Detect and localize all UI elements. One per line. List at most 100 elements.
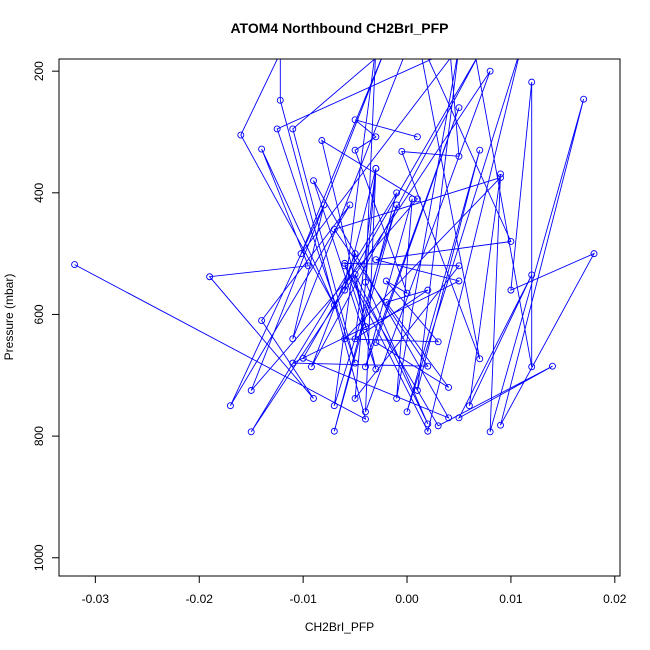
data-point xyxy=(455,152,463,160)
x-tick-label: 0.01 xyxy=(499,592,523,606)
y-tick-label: 200 xyxy=(32,61,46,81)
data-point xyxy=(528,363,536,371)
data-point xyxy=(341,286,349,294)
data-point xyxy=(408,195,416,203)
data-point xyxy=(372,165,380,172)
data-point xyxy=(351,250,359,258)
data-point xyxy=(351,394,359,402)
data-point xyxy=(372,256,380,264)
data-point xyxy=(372,338,380,346)
x-axis-label: CH2BrI_PFP xyxy=(305,620,374,634)
x-axis: -0.03 -0.02 -0.01 0.00 0.01 0.02 xyxy=(82,576,627,606)
data-point xyxy=(247,428,255,436)
data-point xyxy=(434,422,442,430)
data-point xyxy=(330,402,338,410)
data-point xyxy=(341,335,349,343)
data-point xyxy=(351,270,359,278)
data-point xyxy=(445,414,453,422)
data-point xyxy=(424,286,432,294)
data-point xyxy=(455,262,463,270)
data-point xyxy=(486,67,494,75)
data-point xyxy=(351,359,359,367)
y-tick-label: 600 xyxy=(32,304,46,324)
data-point xyxy=(351,116,359,124)
data-point xyxy=(330,427,338,435)
data-point xyxy=(455,104,463,112)
data-point xyxy=(507,286,515,294)
x-tick-label: -0.03 xyxy=(82,592,110,606)
data-point xyxy=(330,225,338,233)
data-point xyxy=(341,259,349,267)
data-point xyxy=(297,250,305,258)
data-point xyxy=(206,273,214,281)
data-point xyxy=(258,317,266,324)
data-point xyxy=(424,420,432,428)
data-point xyxy=(346,201,354,209)
data-point xyxy=(310,177,317,185)
data-point xyxy=(289,125,297,133)
data-point xyxy=(289,359,297,367)
data-point xyxy=(299,354,307,362)
data-point xyxy=(226,402,234,410)
x-tick-label: -0.02 xyxy=(186,592,214,606)
data-point xyxy=(393,201,401,209)
data-point xyxy=(398,148,406,155)
y-axis: 200 400 600 800 1000 xyxy=(32,61,59,571)
y-tick-label: 800 xyxy=(32,426,46,446)
data-point xyxy=(528,271,536,279)
data-point xyxy=(445,383,453,391)
data-point xyxy=(308,363,315,371)
data-point xyxy=(497,174,504,182)
data-point xyxy=(476,355,484,363)
data-point xyxy=(497,170,504,178)
data-point xyxy=(413,195,421,203)
data-point xyxy=(330,301,338,309)
data-point xyxy=(362,363,369,371)
data-point xyxy=(372,365,380,373)
data-point xyxy=(393,189,401,197)
data-point xyxy=(465,402,473,410)
data-point xyxy=(549,362,556,370)
data-point xyxy=(528,78,536,86)
data-point xyxy=(276,96,284,104)
plot-frame xyxy=(58,58,621,577)
y-tick-label: 400 xyxy=(32,182,46,202)
x-tick-label: 0.00 xyxy=(395,592,419,606)
data-point xyxy=(273,125,281,133)
data-point xyxy=(351,146,359,154)
data-point xyxy=(362,323,369,331)
data-point xyxy=(580,95,588,103)
data-point xyxy=(362,408,369,416)
data-point xyxy=(403,289,411,297)
data-point xyxy=(590,250,598,258)
data-point xyxy=(320,201,328,209)
data-point xyxy=(424,362,432,370)
data-point xyxy=(341,262,349,270)
data-point xyxy=(413,133,421,141)
chart-title: ATOM4 Northbound CH2BrI_PFP xyxy=(230,20,448,36)
y-axis-label: Pressure (mbar) xyxy=(2,274,16,361)
data-layer xyxy=(71,59,598,436)
series-line xyxy=(74,59,596,433)
data-point xyxy=(455,277,463,285)
data-point xyxy=(382,298,390,306)
data-point xyxy=(362,278,369,286)
data-point xyxy=(71,261,79,269)
data-point xyxy=(455,414,463,422)
data-point xyxy=(237,131,245,139)
data-point xyxy=(434,338,442,346)
data-point xyxy=(507,238,515,245)
data-point xyxy=(318,137,326,144)
data-point xyxy=(362,415,369,423)
data-point xyxy=(351,335,359,343)
data-point xyxy=(247,387,255,394)
data-point xyxy=(310,394,317,402)
data-point xyxy=(497,421,504,429)
data-point xyxy=(476,146,484,154)
data-point xyxy=(393,394,401,402)
data-point xyxy=(258,145,266,153)
data-point xyxy=(372,133,380,141)
x-tick-label: 0.02 xyxy=(603,592,627,606)
